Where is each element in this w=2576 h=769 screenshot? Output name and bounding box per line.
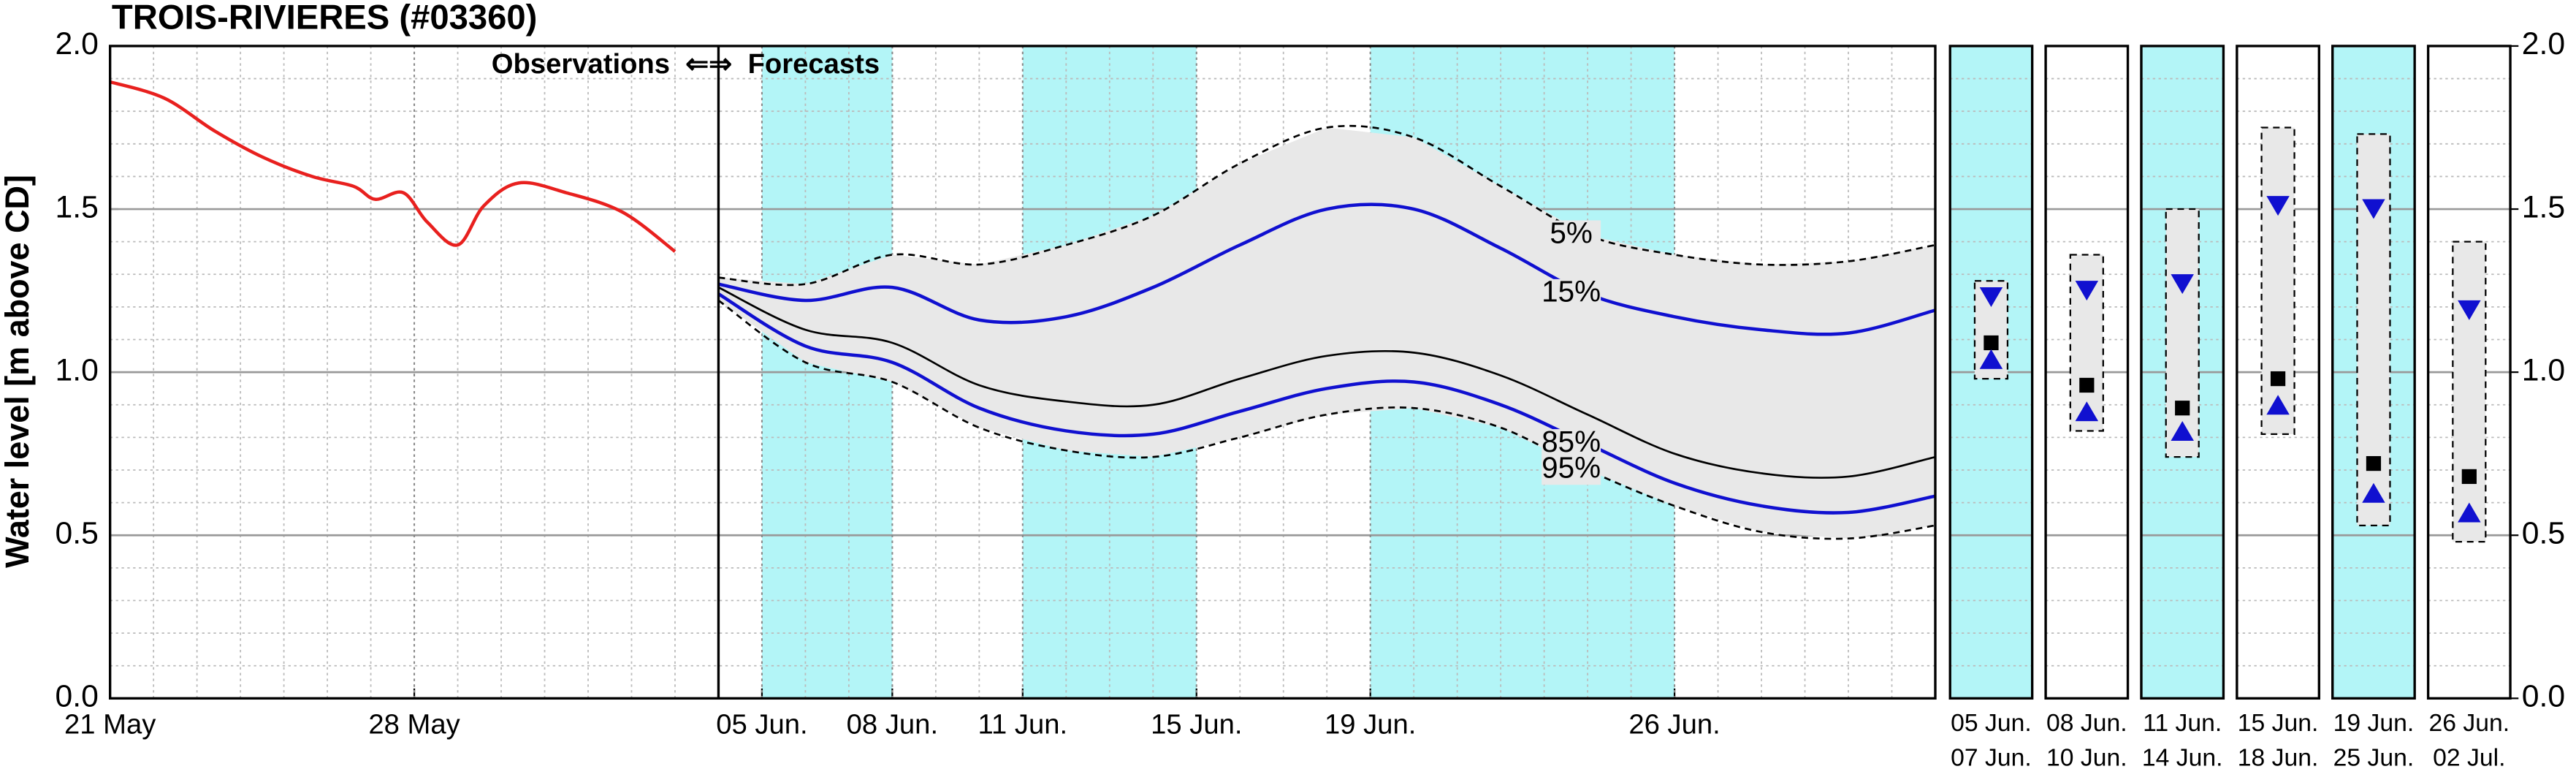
x-tick-label: 14 Jun. bbox=[2142, 743, 2223, 769]
plot-frame bbox=[108, 45, 1937, 700]
x-tick-label: 11 Jun. bbox=[2143, 709, 2222, 737]
x-tick-label: 08 Jun. bbox=[2046, 709, 2127, 737]
upper-marker bbox=[2171, 274, 2194, 295]
series-line bbox=[717, 286, 1936, 479]
range-box bbox=[2452, 240, 2487, 543]
series-label: 15% bbox=[1542, 275, 1601, 308]
label-background bbox=[1542, 220, 1601, 250]
y2-tick-label: 0.0 bbox=[2522, 679, 2565, 714]
x-tick-label: 19 Jun. bbox=[1325, 709, 1416, 740]
lower-marker bbox=[2458, 502, 2481, 523]
series-line bbox=[717, 292, 1936, 515]
lower-marker bbox=[1979, 349, 2003, 369]
panel-frame bbox=[2236, 45, 2320, 700]
median-marker bbox=[2079, 377, 2095, 393]
x-tick-label: 15 Jun. bbox=[2238, 709, 2319, 737]
x-tick-label: 08 Jun. bbox=[847, 709, 938, 740]
median-marker bbox=[2366, 455, 2382, 471]
x-tick-label: 21 May bbox=[64, 709, 156, 740]
y2-tick-label: 0.5 bbox=[2522, 516, 2565, 551]
range-box bbox=[2260, 126, 2295, 436]
y-tick-label: 1.5 bbox=[56, 189, 99, 224]
x-tick-label: 19 Jun. bbox=[2333, 709, 2415, 737]
x-tick-label: 05 Jun. bbox=[716, 709, 807, 740]
panel-frame bbox=[2044, 45, 2130, 700]
upper-marker bbox=[2458, 300, 2481, 320]
annotation: Observations ⇐⇒ Forecasts bbox=[492, 48, 880, 80]
series-label: 5% bbox=[1550, 216, 1592, 249]
y2-tick-label: 2.0 bbox=[2522, 26, 2565, 61]
x-tick-label: 07 Jun. bbox=[1951, 743, 2032, 769]
y2-tick-label: 1.5 bbox=[2522, 189, 2565, 224]
panel-frame bbox=[1948, 45, 2034, 700]
median-marker bbox=[2461, 469, 2477, 485]
lower-marker bbox=[2362, 482, 2385, 503]
series-line bbox=[717, 299, 1936, 540]
x-tick-label: 26 Jun. bbox=[1628, 709, 1720, 740]
y-axis-label: Water level [m above CD] bbox=[0, 175, 36, 568]
upper-marker bbox=[2266, 196, 2290, 216]
panel-frame bbox=[2331, 45, 2416, 700]
lower-marker bbox=[2075, 401, 2099, 422]
x-tick-label: 02 Jul. bbox=[2433, 743, 2505, 769]
upper-marker bbox=[1979, 287, 2003, 308]
panel-frame bbox=[2140, 45, 2225, 700]
series-label: 85% bbox=[1542, 425, 1601, 458]
series-label: 95% bbox=[1542, 451, 1601, 485]
x-tick-label: 11 Jun. bbox=[978, 709, 1068, 740]
x-tick-label: 18 Jun. bbox=[2238, 743, 2319, 769]
range-box bbox=[2165, 208, 2200, 458]
series-line bbox=[718, 124, 1936, 287]
x-tick-label: 28 May bbox=[368, 709, 460, 740]
y-tick-label: 1.0 bbox=[56, 352, 99, 387]
chart-title: TROIS-RIVIERES (#03360) bbox=[112, 0, 537, 37]
y-tick-label: 0.5 bbox=[56, 516, 99, 551]
median-marker bbox=[1984, 335, 1999, 351]
lower-marker bbox=[2171, 420, 2194, 441]
label-background bbox=[1542, 455, 1601, 485]
y2-tick-label: 1.0 bbox=[2522, 352, 2565, 387]
series-line bbox=[718, 202, 1936, 336]
series-line bbox=[110, 80, 677, 253]
x-tick-label: 05 Jun. bbox=[1951, 709, 2032, 737]
label-background bbox=[1542, 279, 1601, 309]
x-tick-label: 26 Jun. bbox=[2429, 709, 2510, 737]
upper-marker bbox=[2075, 281, 2099, 301]
y-tick-label: 2.0 bbox=[56, 26, 99, 61]
median-marker bbox=[2175, 401, 2190, 416]
x-tick-label: 10 Jun. bbox=[2046, 743, 2127, 769]
label-background bbox=[1542, 429, 1601, 459]
median-marker bbox=[2270, 371, 2286, 387]
x-tick-label: 15 Jun. bbox=[1151, 709, 1242, 740]
x-tick-label: 25 Jun. bbox=[2333, 743, 2415, 769]
lower-marker bbox=[2266, 395, 2290, 415]
y-tick-label: 0.0 bbox=[56, 679, 99, 714]
upper-marker bbox=[2362, 199, 2385, 219]
